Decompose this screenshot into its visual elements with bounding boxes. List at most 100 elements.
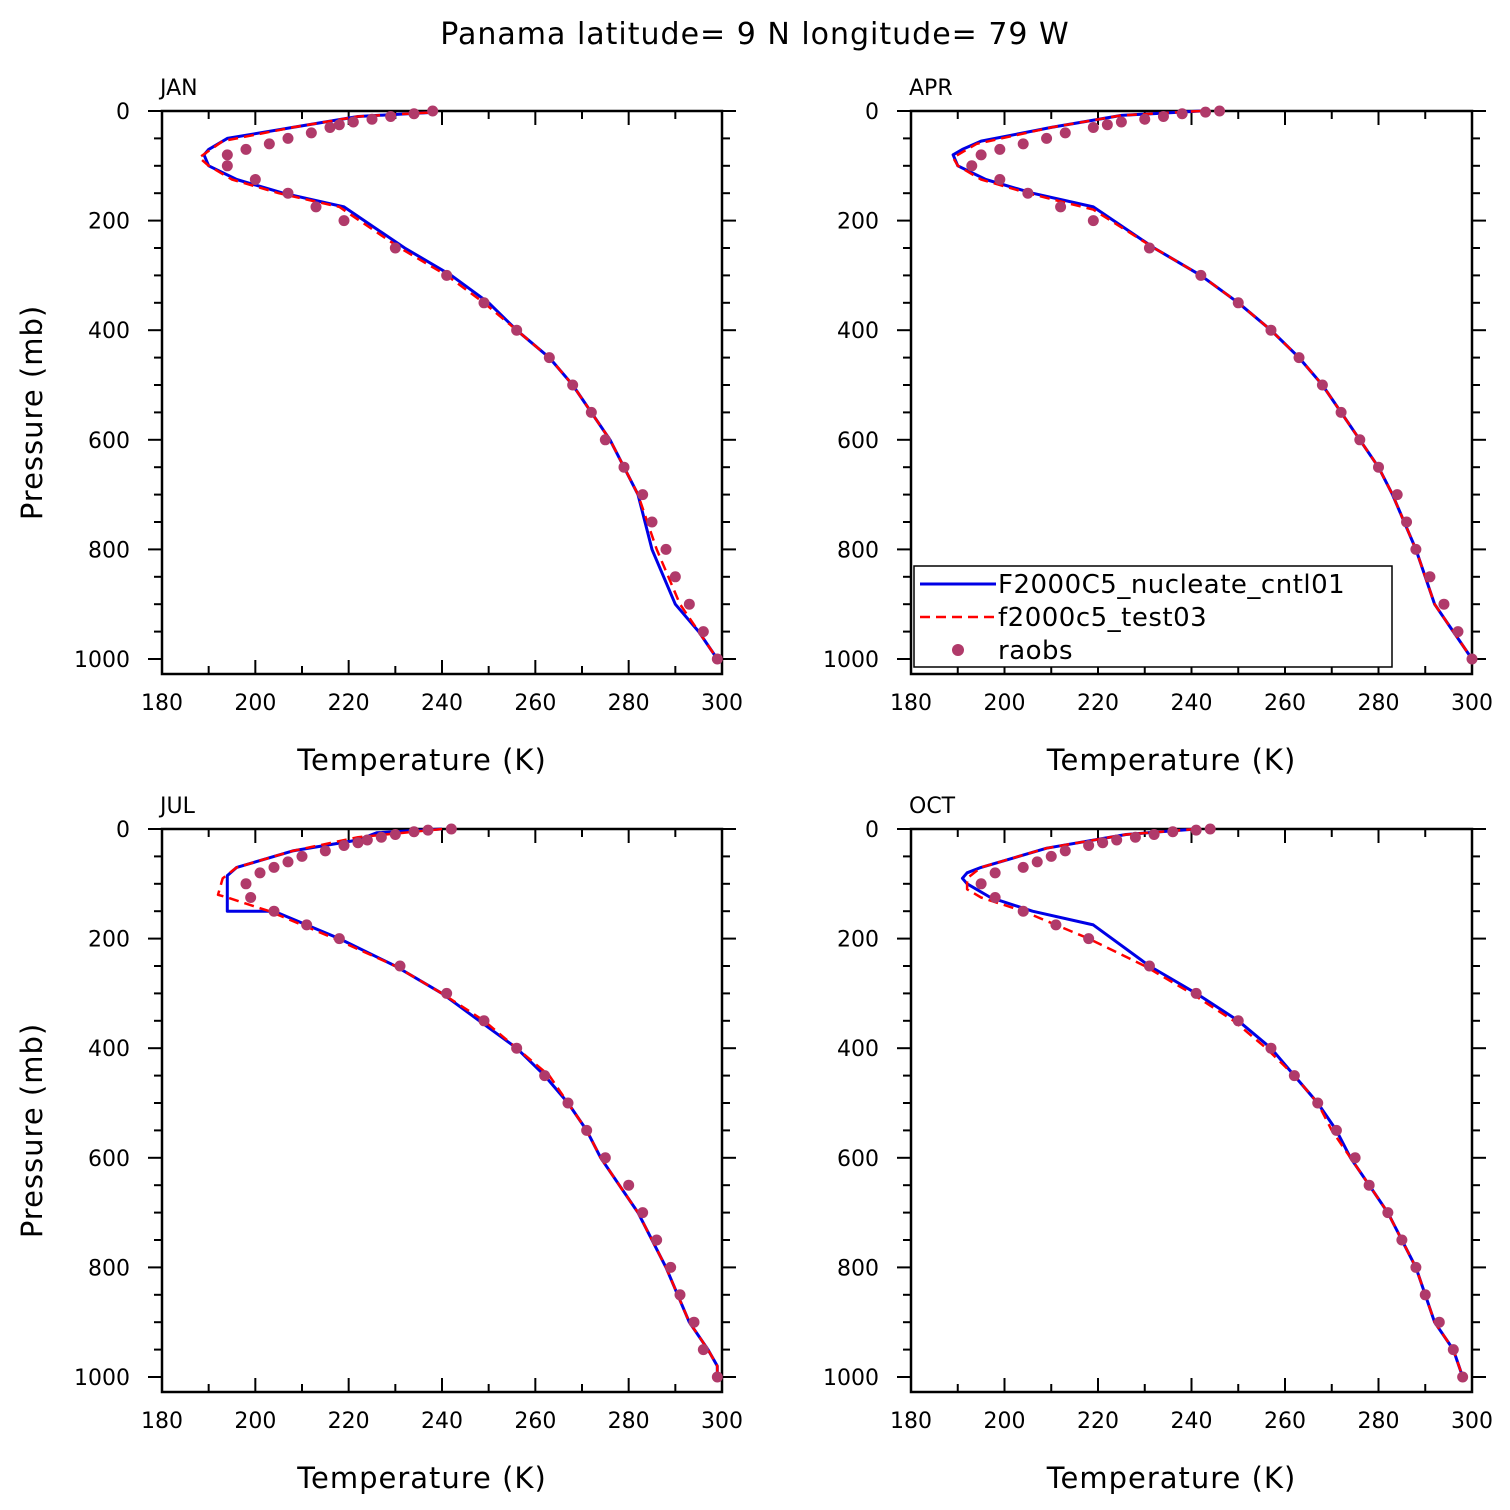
- legend-marker-raobs: [952, 644, 964, 656]
- raobs-point: [1401, 516, 1413, 528]
- plot-frame: [909, 827, 1474, 1394]
- panels-group: 180 200 220 240 260 280 300 0 200 400 600 800 1000 JA…: [15, 76, 1493, 1495]
- raobs-point: [338, 215, 350, 227]
- raobs-point: [1059, 127, 1071, 139]
- plot-frame: [160, 109, 724, 676]
- raobs-point: [305, 127, 317, 139]
- raobs-point: [1438, 598, 1450, 610]
- raobs-point: [333, 119, 345, 131]
- raobs-point: [989, 892, 1001, 903]
- y-tick-label: 600: [837, 429, 879, 454]
- x-tick-label: 180: [890, 1409, 932, 1434]
- raobs-point: [221, 160, 233, 172]
- x-tick-label: 260: [1264, 1409, 1306, 1434]
- raobs-point: [408, 826, 420, 838]
- raobs-point: [1017, 138, 1029, 150]
- plot-frame: [160, 827, 724, 1394]
- raobs-point: [1452, 626, 1464, 638]
- raobs-point: [408, 108, 420, 120]
- raobs-point: [697, 626, 709, 638]
- raobs-point: [1143, 242, 1155, 254]
- raobs-point: [665, 1261, 677, 1273]
- y-tick-label: 1000: [823, 1366, 879, 1391]
- raobs-point: [1017, 905, 1029, 917]
- raobs-point: [1335, 406, 1347, 418]
- y-tick-label: 800: [88, 538, 130, 563]
- raobs-point: [441, 987, 453, 999]
- raobs-point: [1148, 828, 1160, 840]
- raobs-point: [1176, 108, 1188, 120]
- y-tick-label: 0: [865, 818, 879, 843]
- raobs-point: [333, 933, 345, 945]
- y-tick-label: 1000: [74, 648, 130, 673]
- raobs-point: [221, 149, 233, 161]
- x-tick-label: 200: [234, 691, 276, 716]
- raobs-point: [352, 837, 364, 849]
- x-axis-label: Temperature (K): [296, 1461, 547, 1495]
- y-tick-label: 0: [865, 100, 879, 125]
- raobs-point: [263, 138, 275, 150]
- raobs-point: [1288, 1070, 1300, 1082]
- raobs-point: [1139, 113, 1151, 125]
- raobs-point: [660, 543, 672, 555]
- raobs-point: [1041, 132, 1053, 144]
- panel-month-label: OCT: [909, 794, 956, 819]
- raobs-point: [1101, 119, 1113, 131]
- x-tick-label: 220: [328, 1409, 370, 1434]
- raobs-point: [637, 489, 649, 501]
- y-tick-label: 1000: [74, 1366, 130, 1391]
- raobs-point: [366, 113, 378, 125]
- raobs-point: [240, 143, 252, 155]
- raobs-point: [511, 1042, 523, 1054]
- raobs-point: [1232, 297, 1244, 309]
- y-tick-label: 600: [837, 1147, 879, 1172]
- y-tick-label: 200: [88, 210, 130, 235]
- x-tick-label: 220: [328, 691, 370, 716]
- raobs-point: [1419, 1289, 1431, 1301]
- raobs-point: [1157, 110, 1169, 122]
- y-tick-label: 800: [837, 538, 879, 563]
- raobs-point: [975, 149, 987, 161]
- raobs-point: [1214, 105, 1226, 117]
- raobs-point: [511, 324, 523, 336]
- panel-apr: 180 200 220 240 260 280 300 0 200 400 600 800 1000 AP…: [823, 76, 1493, 777]
- panel-oct: 180 200 220 240 260 280 300 0 200 400 600 800 1000 OC…: [823, 794, 1493, 1495]
- raobs-point: [282, 187, 294, 199]
- y-tick-label: 1000: [823, 648, 879, 673]
- x-tick-label: 300: [1451, 691, 1493, 716]
- panel-month-label: JUL: [158, 794, 196, 819]
- raobs-point: [1373, 461, 1384, 473]
- x-tick-label: 260: [1264, 691, 1306, 716]
- legend-entry-label: F2000C5_nucleate_cntl01: [998, 570, 1345, 600]
- x-axis-label: Temperature (K): [1046, 743, 1297, 777]
- series-line-cntl01: [960, 827, 1465, 1378]
- raobs-point: [1410, 1261, 1422, 1273]
- x-tick-label: 180: [141, 1409, 183, 1434]
- raobs-point: [1017, 861, 1029, 873]
- raobs-point: [1265, 324, 1277, 336]
- raobs-point: [389, 242, 401, 254]
- x-tick-label: 260: [514, 691, 556, 716]
- x-tick-label: 260: [514, 1409, 556, 1434]
- raobs-point: [1200, 106, 1212, 118]
- raobs-point: [1083, 839, 1095, 851]
- figure-title: Panama latitude= 9 N longitude= 79 W: [440, 17, 1069, 52]
- raobs-point: [268, 861, 280, 873]
- y-tick-label: 200: [837, 928, 879, 953]
- raobs-point: [688, 1316, 700, 1328]
- raobs-point: [623, 1179, 635, 1191]
- series-line-test03: [216, 827, 719, 1377]
- panel-month-label: APR: [909, 76, 953, 101]
- raobs-point: [1195, 269, 1207, 281]
- raobs-point: [1363, 1179, 1375, 1191]
- x-tick-label: 280: [1358, 691, 1400, 716]
- x-tick-label: 200: [984, 691, 1026, 716]
- x-tick-label: 220: [1077, 1409, 1119, 1434]
- x-tick-label: 300: [701, 691, 743, 716]
- raobs-point: [1396, 1234, 1408, 1246]
- raobs-point: [385, 110, 397, 122]
- x-tick-label: 200: [984, 1409, 1026, 1434]
- x-axis-label: Temperature (K): [296, 743, 547, 777]
- raobs-point: [585, 406, 597, 418]
- raobs-point: [296, 850, 308, 862]
